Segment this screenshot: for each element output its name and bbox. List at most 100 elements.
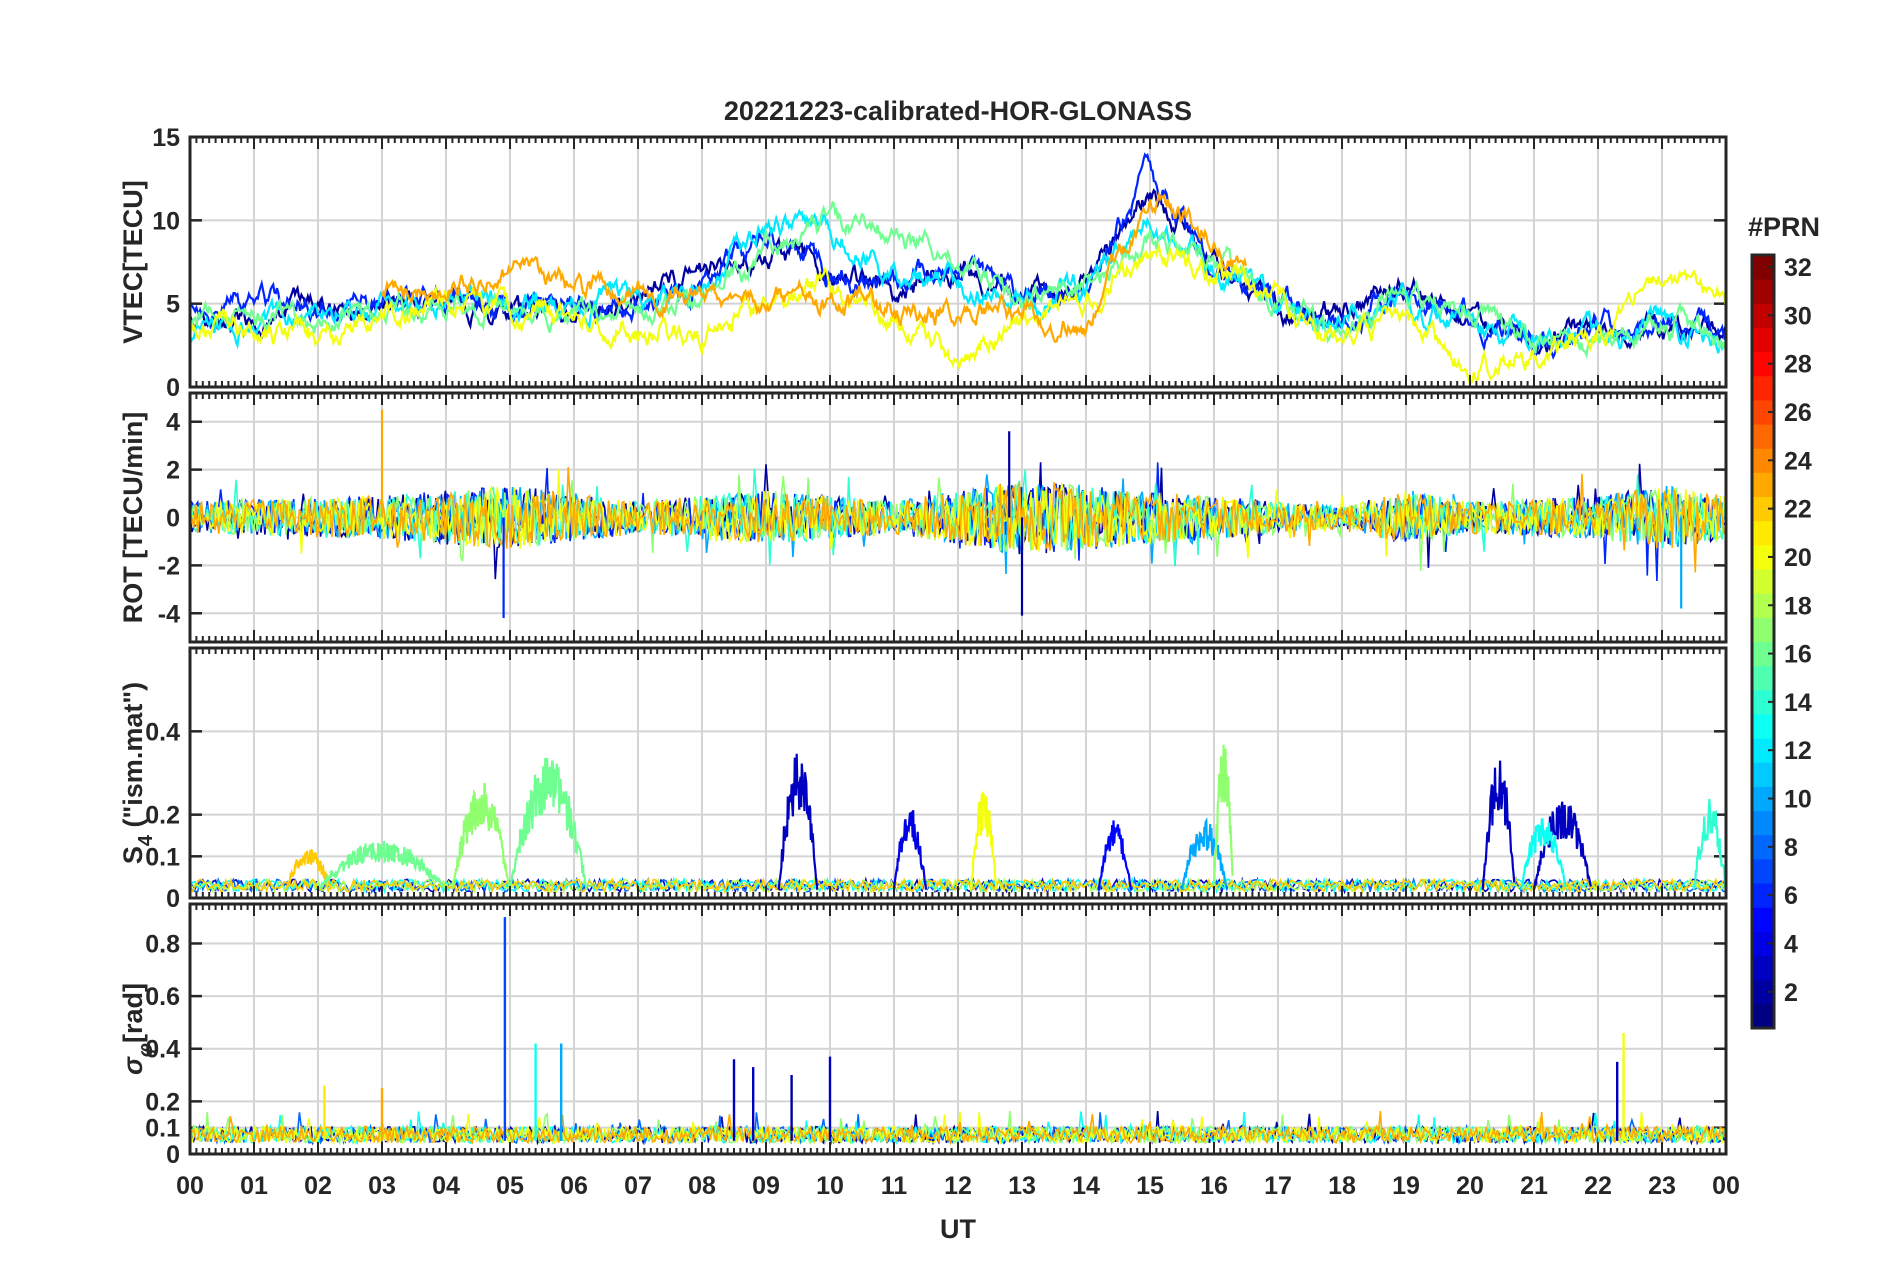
- colorbar-tick-label: 26: [1784, 399, 1812, 427]
- s4-event-prn-13: [1520, 818, 1567, 890]
- vtec-series-prn-16: [190, 200, 1726, 360]
- colorbar-tick-label: 18: [1784, 592, 1812, 620]
- colorbar-swatch: [1752, 448, 1774, 473]
- s4-event-prn-20: [969, 790, 998, 890]
- y-tick-label: 0: [166, 885, 180, 913]
- x-tick-label: 21: [1520, 1172, 1548, 1200]
- y-tick-label: 4: [166, 409, 180, 437]
- colorbar-swatch: [1752, 955, 1774, 981]
- colorbar-swatch: [1752, 786, 1774, 812]
- colorbar-tick-label: 24: [1784, 447, 1812, 475]
- colorbar-swatch: [1752, 689, 1774, 715]
- colorbar-frame: [1750, 253, 1776, 1030]
- colorbar-swatch: [1752, 810, 1774, 836]
- y-tick-label: -2: [158, 552, 180, 580]
- colorbar-swatch: [1752, 544, 1774, 570]
- s4-event-prn-17: [451, 782, 512, 890]
- y-tick-label: 0.8: [145, 930, 180, 958]
- colorbar-tick-label: 30: [1784, 302, 1812, 330]
- s4-event-prn-16: [508, 757, 588, 890]
- x-tick-label: 22: [1584, 1172, 1612, 1200]
- y-axis-label-main: ROT [TECU/min]: [118, 412, 148, 623]
- colorbar-swatch: [1752, 569, 1774, 594]
- panel-2: -4 -2 0 2 4 ROT [TECU/min]: [118, 391, 1728, 644]
- rot-series-prn-23: [190, 467, 1725, 573]
- y-tick-label: 2: [166, 457, 180, 485]
- y-axis-label: σφ[rad]: [118, 983, 157, 1075]
- chart-title: 20221223-calibrated-HOR-GLONASS: [724, 96, 1192, 126]
- x-tick-label: 13: [1008, 1172, 1036, 1200]
- x-tick-label: 02: [304, 1172, 332, 1200]
- colorbar-tick-label: 20: [1784, 544, 1812, 572]
- colorbar-tick-label: 2: [1784, 979, 1798, 1007]
- y-tick-label: 10: [152, 207, 180, 235]
- colorbar-tick-label: 4: [1784, 930, 1798, 958]
- s4-event-prn-22: [284, 849, 332, 891]
- colorbar-swatch: [1752, 399, 1774, 425]
- colorbar-swatch: [1752, 496, 1774, 522]
- x-tick-label: 08: [688, 1172, 716, 1200]
- s4-event-prn-16: [317, 840, 447, 891]
- colorbar-swatch: [1752, 762, 1774, 787]
- s4-event-prn-3: [1532, 801, 1593, 890]
- colorbar-swatch: [1752, 593, 1774, 618]
- y-axis-label-main: σ: [118, 1056, 148, 1075]
- y-axis-label-suffix: [rad]: [118, 983, 148, 1043]
- x-tick-label: 11: [881, 1172, 908, 1200]
- x-axis-label: UT: [940, 1214, 976, 1244]
- x-tick-label: 06: [560, 1172, 588, 1200]
- colorbar-swatch: [1752, 1003, 1774, 1029]
- s4-event-prn-5: [1097, 820, 1132, 890]
- colorbar-swatch: [1752, 520, 1774, 546]
- colorbar-tick-label: 28: [1784, 351, 1812, 379]
- x-tick-label: 10: [816, 1172, 844, 1200]
- rot-series-prn-17: [190, 474, 1725, 571]
- y-tick-label: 15: [152, 124, 180, 152]
- x-tick-label: 12: [944, 1172, 972, 1200]
- x-tick-label: 05: [496, 1172, 524, 1200]
- x-tick-label: 09: [752, 1172, 780, 1200]
- colorbar-swatch: [1752, 907, 1774, 932]
- x-tick-label: 19: [1392, 1172, 1420, 1200]
- y-axis-label-main: S: [118, 846, 148, 864]
- colorbar-title: #PRN: [1748, 212, 1820, 242]
- x-tick-label: 16: [1200, 1172, 1228, 1200]
- x-tick-label: 04: [432, 1172, 460, 1200]
- colorbar-tick-label: 16: [1784, 641, 1812, 669]
- x-tick-label: 00: [176, 1172, 204, 1200]
- colorbar-tick-label: 12: [1784, 737, 1812, 765]
- panel-frame: [188, 902, 1728, 1156]
- y-tick-label: -4: [158, 600, 180, 628]
- y-tick-label: 0: [166, 505, 180, 533]
- s4-event-prn-3: [1481, 760, 1516, 890]
- colorbar-swatch: [1752, 424, 1774, 449]
- y-axis-label: ROT [TECU/min]: [118, 412, 148, 623]
- colorbar-swatch: [1752, 375, 1774, 401]
- y-tick-label: 0.1: [145, 1115, 180, 1143]
- y-axis-label: S4 ("ism.mat"): [118, 682, 157, 864]
- colorbar-swatch: [1752, 327, 1774, 353]
- x-tick-label: 14: [1072, 1172, 1100, 1200]
- colorbar-tick-label: 14: [1784, 689, 1812, 717]
- colorbar-swatch: [1752, 617, 1774, 642]
- colorbar-swatch: [1752, 858, 1774, 884]
- panel-3: 00.10.20.4S4 ("ism.mat"): [118, 646, 1728, 913]
- colorbar-swatch: [1752, 834, 1774, 860]
- colorbar-tick-label: 22: [1784, 496, 1812, 524]
- colorbar-tick-label: 32: [1784, 254, 1812, 282]
- s4-event-prn-3: [777, 753, 819, 890]
- colorbar-swatch: [1752, 979, 1774, 1005]
- y-axis-label-main: VTEC[TECU]: [118, 180, 148, 344]
- s4-event-prn-17: [1212, 744, 1234, 890]
- colorbar-swatch: [1752, 713, 1774, 739]
- y-tick-label: 0.6: [145, 983, 180, 1011]
- s4-event-prn-14: [1692, 798, 1726, 890]
- panel-4: 00.10.2 0.4 0.6 0.8 σφ[rad]: [118, 902, 1728, 1169]
- x-tick-label: 01: [240, 1172, 268, 1200]
- y-tick-label: 0.2: [145, 1088, 180, 1116]
- s4-event-prn-4: [892, 810, 928, 890]
- x-tick-label: 03: [368, 1172, 396, 1200]
- x-tick-label: 18: [1328, 1172, 1356, 1200]
